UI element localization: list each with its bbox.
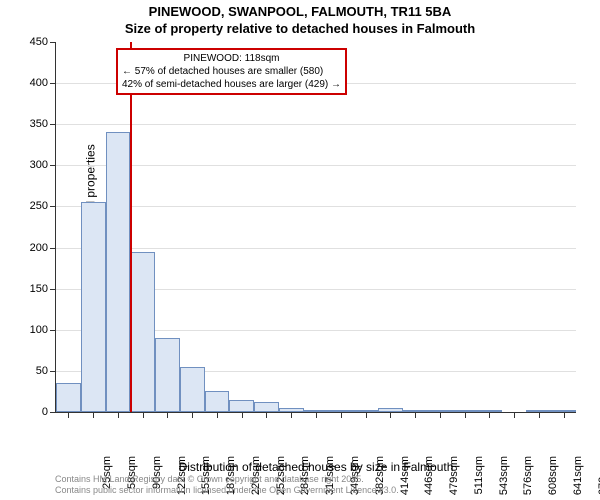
histogram-bar bbox=[81, 202, 106, 412]
x-tick bbox=[93, 412, 94, 418]
x-tick-label: 414sqm bbox=[399, 456, 411, 498]
y-tick-label: 300 bbox=[16, 159, 48, 171]
footer-line1: Contains HM Land Registry data © Crown c… bbox=[55, 474, 399, 485]
x-tick bbox=[514, 412, 515, 418]
y-tick bbox=[50, 83, 56, 84]
chart-plot-area: Number of detached properties Distributi… bbox=[55, 42, 576, 413]
x-tick bbox=[291, 412, 292, 418]
y-tick bbox=[50, 330, 56, 331]
chart-title-line2: Size of property relative to detached ho… bbox=[0, 21, 600, 36]
gridline bbox=[56, 124, 576, 125]
x-tick-label: 479sqm bbox=[448, 456, 460, 498]
footer-line2: Contains public sector information licen… bbox=[55, 485, 399, 496]
x-tick-label: 511sqm bbox=[473, 456, 485, 498]
x-tick bbox=[390, 412, 391, 418]
y-tick-label: 250 bbox=[16, 200, 48, 212]
histogram-bar bbox=[180, 367, 205, 412]
y-tick bbox=[50, 124, 56, 125]
chart-container: PINEWOOD, SWANPOOL, FALMOUTH, TR11 5BA S… bbox=[0, 0, 600, 500]
histogram-bar bbox=[254, 402, 279, 412]
y-tick bbox=[50, 42, 56, 43]
x-tick bbox=[68, 412, 69, 418]
y-tick bbox=[50, 248, 56, 249]
x-tick bbox=[564, 412, 565, 418]
x-tick bbox=[341, 412, 342, 418]
x-tick bbox=[440, 412, 441, 418]
chart-footer: Contains HM Land Registry data © Crown c… bbox=[55, 474, 399, 496]
histogram-bar bbox=[56, 383, 81, 412]
x-tick bbox=[192, 412, 193, 418]
y-tick bbox=[50, 412, 56, 413]
x-tick-label: 576sqm bbox=[522, 456, 534, 498]
annotation-line: ← 57% of detached houses are smaller (58… bbox=[122, 65, 341, 78]
y-tick-label: 100 bbox=[16, 324, 48, 336]
x-tick bbox=[316, 412, 317, 418]
x-tick bbox=[143, 412, 144, 418]
histogram-bar bbox=[106, 132, 131, 412]
x-tick-label: 641sqm bbox=[572, 456, 584, 498]
annotation-line: 42% of semi-detached houses are larger (… bbox=[122, 78, 341, 91]
histogram-bar bbox=[205, 391, 230, 412]
x-tick bbox=[539, 412, 540, 418]
x-axis-title: Distribution of detached houses by size … bbox=[179, 460, 454, 474]
x-tick bbox=[242, 412, 243, 418]
x-tick-label: 543sqm bbox=[498, 456, 510, 498]
annotation-line: PINEWOOD: 118sqm bbox=[122, 52, 341, 65]
histogram-bar bbox=[130, 252, 155, 412]
x-tick-label: 446sqm bbox=[423, 456, 435, 498]
x-tick bbox=[489, 412, 490, 418]
x-tick bbox=[167, 412, 168, 418]
y-tick bbox=[50, 371, 56, 372]
x-tick bbox=[366, 412, 367, 418]
y-tick-label: 200 bbox=[16, 242, 48, 254]
y-tick bbox=[50, 165, 56, 166]
y-tick-label: 50 bbox=[16, 365, 48, 377]
y-tick-label: 150 bbox=[16, 283, 48, 295]
y-tick-label: 350 bbox=[16, 118, 48, 130]
histogram-bar bbox=[155, 338, 180, 412]
y-tick bbox=[50, 289, 56, 290]
x-tick bbox=[266, 412, 267, 418]
x-tick bbox=[118, 412, 119, 418]
y-tick-label: 450 bbox=[16, 36, 48, 48]
histogram-bar bbox=[229, 400, 254, 412]
reference-line bbox=[130, 42, 132, 412]
x-tick bbox=[415, 412, 416, 418]
x-tick-label: 608sqm bbox=[547, 456, 559, 498]
y-tick-label: 400 bbox=[16, 77, 48, 89]
x-tick bbox=[217, 412, 218, 418]
chart-title-line1: PINEWOOD, SWANPOOL, FALMOUTH, TR11 5BA bbox=[0, 0, 600, 21]
x-tick bbox=[465, 412, 466, 418]
x-tick-label: 673sqm bbox=[597, 456, 600, 498]
y-tick-label: 0 bbox=[16, 406, 48, 418]
gridline bbox=[56, 165, 576, 166]
annotation-box: PINEWOOD: 118sqm← 57% of detached houses… bbox=[116, 48, 347, 95]
y-tick bbox=[50, 206, 56, 207]
gridline bbox=[56, 248, 576, 249]
gridline bbox=[56, 206, 576, 207]
